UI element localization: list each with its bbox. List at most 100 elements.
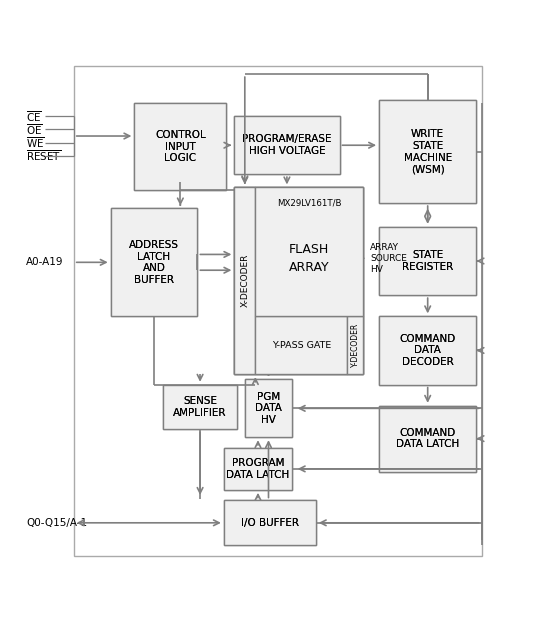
Bar: [256, 187, 363, 316]
Bar: [111, 208, 198, 316]
Text: X-DECODER: X-DECODER: [241, 254, 249, 307]
Bar: [234, 187, 363, 374]
Text: WRITE: WRITE: [411, 129, 444, 139]
Text: STATE: STATE: [412, 250, 444, 260]
Text: DATA: DATA: [255, 403, 282, 414]
Text: STATE: STATE: [412, 141, 444, 151]
Text: PROGRAM: PROGRAM: [232, 458, 284, 468]
Text: LOGIC: LOGIC: [164, 153, 197, 163]
Bar: [379, 316, 476, 384]
Text: DECODER: DECODER: [402, 357, 454, 367]
Text: COMMAND: COMMAND: [400, 334, 456, 344]
Text: HV: HV: [261, 415, 276, 425]
Text: SENSE: SENSE: [183, 396, 217, 406]
Bar: [134, 103, 227, 190]
Bar: [234, 116, 339, 174]
Bar: [234, 187, 363, 374]
Bar: [224, 501, 316, 545]
Bar: [134, 103, 227, 190]
Text: STATE: STATE: [412, 250, 444, 260]
Text: MACHINE: MACHINE: [404, 152, 452, 162]
Bar: [224, 501, 316, 545]
Text: DATA: DATA: [255, 403, 282, 414]
Text: I/O BUFFER: I/O BUFFER: [241, 518, 299, 528]
Text: HIGH VOLTAGE: HIGH VOLTAGE: [249, 146, 325, 156]
Text: STATE: STATE: [412, 141, 444, 151]
Bar: [256, 316, 347, 374]
Bar: [74, 67, 482, 555]
Bar: [224, 448, 292, 490]
Text: (WSM): (WSM): [411, 164, 445, 174]
Text: PROGRAM: PROGRAM: [232, 458, 284, 468]
Text: CONTROL: CONTROL: [155, 130, 206, 140]
Text: DATA LATCH: DATA LATCH: [227, 470, 289, 480]
Text: Y-DECODER: Y-DECODER: [351, 323, 360, 368]
Text: ARRAY: ARRAY: [289, 261, 330, 274]
Text: I/O BUFFER: I/O BUFFER: [241, 518, 299, 528]
Text: WRITE: WRITE: [411, 129, 444, 139]
Bar: [379, 227, 476, 295]
Text: X-DECODER: X-DECODER: [241, 254, 249, 307]
Text: INPUT: INPUT: [165, 142, 195, 152]
Bar: [379, 406, 476, 471]
Text: LATCH: LATCH: [137, 251, 171, 261]
Bar: [234, 116, 339, 174]
Text: INPUT: INPUT: [165, 142, 195, 152]
Text: REGISTER: REGISTER: [402, 262, 453, 272]
Text: LATCH: LATCH: [137, 251, 171, 261]
Text: Y-DECODER: Y-DECODER: [351, 323, 360, 368]
Text: FLASH: FLASH: [289, 243, 329, 256]
Text: REGISTER: REGISTER: [402, 262, 453, 272]
Text: AND: AND: [143, 263, 165, 273]
Bar: [163, 384, 237, 429]
Text: (WSM): (WSM): [411, 164, 445, 174]
Text: MACHINE: MACHINE: [404, 152, 452, 162]
Bar: [379, 227, 476, 295]
Bar: [347, 316, 363, 374]
Text: Y-PASS GATE: Y-PASS GATE: [272, 341, 331, 350]
Text: DATA LATCH: DATA LATCH: [227, 470, 289, 480]
Text: ARRAY: ARRAY: [289, 261, 330, 274]
Text: PROGRAM/ERASE: PROGRAM/ERASE: [242, 134, 332, 144]
Text: COMMAND: COMMAND: [400, 428, 456, 438]
Text: PROGRAM/ERASE: PROGRAM/ERASE: [242, 134, 332, 144]
Text: Q0-Q15/A-1: Q0-Q15/A-1: [26, 518, 88, 528]
Bar: [234, 187, 256, 374]
Bar: [379, 101, 476, 203]
Bar: [111, 208, 198, 316]
Text: DATA LATCH: DATA LATCH: [396, 439, 459, 450]
Bar: [163, 384, 237, 429]
Text: ADDRESS: ADDRESS: [129, 240, 179, 250]
Text: FLASH: FLASH: [289, 243, 329, 256]
Text: $\overline{\rm RESET}$: $\overline{\rm RESET}$: [26, 149, 62, 163]
Text: AMPLIFIER: AMPLIFIER: [173, 408, 227, 418]
Text: A0-A19: A0-A19: [26, 258, 64, 267]
Text: $\overline{\rm WE}$: $\overline{\rm WE}$: [26, 135, 45, 150]
Text: $\overline{\rm CE}$: $\overline{\rm CE}$: [26, 109, 42, 124]
Text: BUFFER: BUFFER: [134, 275, 174, 285]
Bar: [256, 316, 347, 374]
Text: DECODER: DECODER: [402, 357, 454, 367]
Text: PGM: PGM: [257, 392, 280, 402]
Bar: [245, 379, 292, 437]
Bar: [245, 379, 292, 437]
Text: Y-PASS GATE: Y-PASS GATE: [272, 341, 331, 350]
Text: ARRAY
SOURCE
HV: ARRAY SOURCE HV: [370, 243, 407, 274]
Text: HIGH VOLTAGE: HIGH VOLTAGE: [249, 146, 325, 156]
Bar: [224, 448, 292, 490]
Text: PGM: PGM: [257, 392, 280, 402]
Text: COMMAND: COMMAND: [400, 334, 456, 344]
Text: SENSE: SENSE: [183, 396, 217, 406]
Text: MX29LV161T/B: MX29LV161T/B: [277, 198, 342, 208]
Text: AND: AND: [143, 263, 165, 273]
Bar: [256, 187, 363, 316]
Text: DATA: DATA: [414, 345, 441, 355]
Text: CONTROL: CONTROL: [155, 130, 206, 140]
Text: AMPLIFIER: AMPLIFIER: [173, 408, 227, 418]
Text: LOGIC: LOGIC: [164, 153, 197, 163]
Bar: [347, 316, 363, 374]
Text: BUFFER: BUFFER: [134, 275, 174, 285]
Bar: [379, 101, 476, 203]
Bar: [379, 406, 476, 471]
Text: $\overline{\rm OE}$: $\overline{\rm OE}$: [26, 122, 43, 137]
